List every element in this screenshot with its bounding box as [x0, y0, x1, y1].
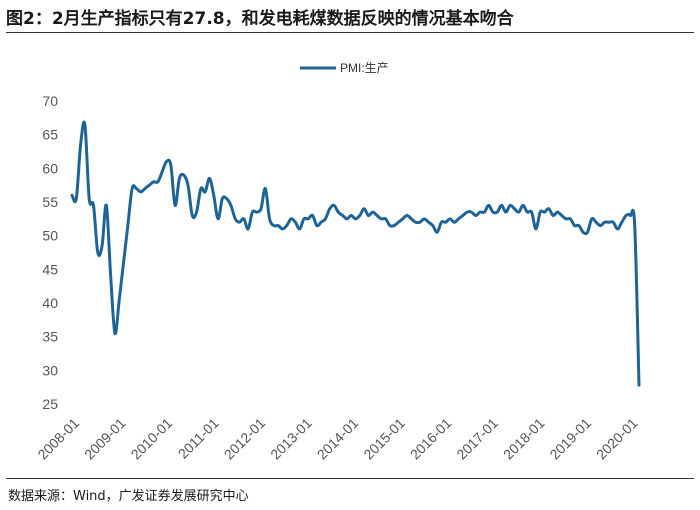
series-line-pmi-production [70, 120, 641, 387]
chart-legend: PMI:生产 [300, 61, 389, 75]
x-tick-label: 2020-01 [593, 415, 641, 463]
y-tick-label: 50 [42, 228, 58, 244]
x-tick-label: 2013-01 [267, 415, 315, 463]
y-tick-label: 30 [42, 362, 58, 378]
x-tick-label: 2015-01 [360, 415, 408, 463]
y-tick-label: 70 [42, 93, 58, 109]
title-rule [6, 32, 694, 33]
data-source-note: 数据来源：Wind，广发证券发展研究中心 [8, 489, 249, 504]
source-rule [6, 478, 694, 479]
x-tick-label: 2011-01 [175, 415, 222, 462]
x-tick-label: 2008-01 [34, 415, 82, 463]
legend-label-pmi: PMI:生产 [340, 61, 389, 75]
y-tick-label: 35 [42, 329, 58, 345]
x-tick-label: 2012-01 [221, 415, 269, 463]
x-tick-label: 2016-01 [407, 415, 455, 463]
pmi-production-line-chart: PMI:生产 25 30 35 40 45 50 55 60 65 70 2008-012009-… [34, 61, 641, 463]
plot-area [70, 120, 641, 387]
x-tick-label: 2017-01 [453, 415, 501, 463]
x-tick-label: 2018-01 [500, 415, 548, 463]
x-tick-label: 2009-01 [81, 415, 129, 463]
y-tick-label: 60 [42, 160, 58, 176]
y-tick-label: 40 [42, 295, 58, 311]
x-tick-label: 2019-01 [546, 415, 594, 463]
figure-title: 图2：2月生产指标只有27.8，和发电耗煤数据反映的情况基本吻合 [6, 9, 514, 29]
y-tick-label: 45 [42, 261, 58, 277]
x-tick-label: 2014-01 [314, 415, 362, 463]
y-axis: 25 30 35 40 45 50 55 60 65 70 [42, 93, 58, 412]
y-tick-label: 55 [42, 194, 58, 210]
y-tick-label: 65 [42, 127, 58, 143]
y-tick-label: 25 [42, 396, 58, 412]
x-tick-label: 2010-01 [128, 415, 176, 463]
